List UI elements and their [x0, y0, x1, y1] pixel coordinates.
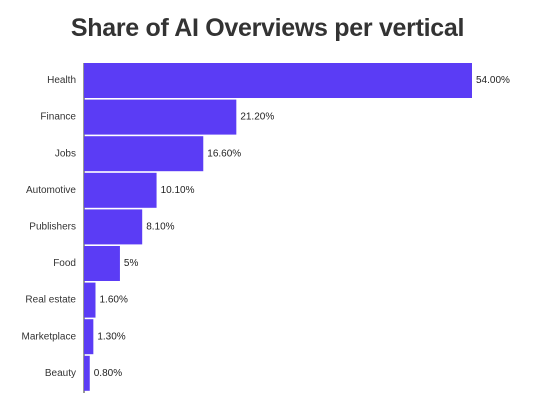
value-label: 0.80%	[94, 368, 122, 379]
value-label: 1.30%	[97, 331, 125, 342]
value-label: 1.60%	[99, 295, 127, 306]
bars-layer: Health 54.00% Finance 21.20% Jobs 16.60% Autom…	[22, 63, 510, 391]
bar-real-estate	[84, 282, 96, 318]
value-label: 10.10%	[161, 185, 195, 196]
category-label: Beauty	[45, 368, 76, 379]
bar-publishers	[84, 209, 143, 245]
chart-title: Share of AI Overviews per vertical	[70, 14, 465, 42]
category-label: Health	[47, 75, 76, 86]
category-label: Marketplace	[22, 331, 77, 342]
category-label: Jobs	[55, 148, 76, 159]
category-label: Automotive	[26, 185, 76, 196]
value-label: 54.00%	[476, 75, 510, 86]
value-label: 16.60%	[207, 148, 241, 159]
category-label: Real estate	[25, 295, 76, 306]
bar-automotive	[84, 172, 157, 208]
bar-marketplace	[84, 319, 94, 355]
bar-food	[84, 246, 120, 281]
value-label: 8.10%	[146, 222, 174, 233]
value-label: 21.20%	[240, 112, 274, 123]
value-label: 5%	[124, 258, 139, 269]
category-label: Food	[53, 258, 76, 269]
bar-health	[84, 63, 472, 98]
bar-beauty	[84, 355, 90, 391]
bar-finance	[84, 99, 237, 135]
category-label: Finance	[40, 112, 76, 123]
bar-jobs	[84, 136, 204, 172]
category-label: Publishers	[29, 222, 76, 233]
